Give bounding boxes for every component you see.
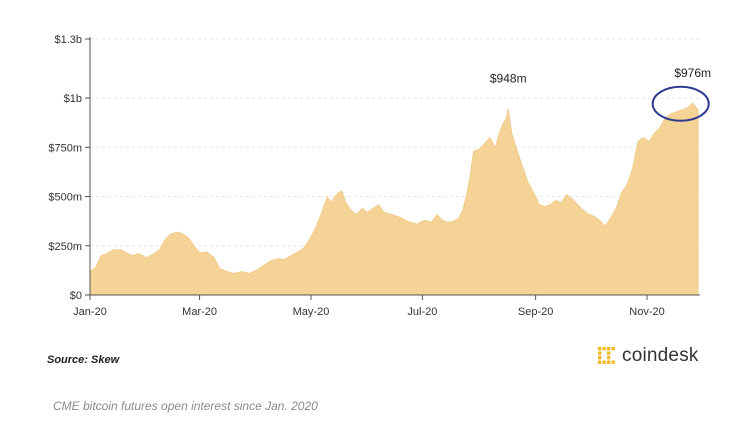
brand-icon-dot bbox=[607, 356, 611, 360]
brand-icon-dot bbox=[607, 347, 611, 351]
brand-icon-dot bbox=[611, 347, 615, 351]
source-note: Source: Skew bbox=[47, 354, 120, 366]
brand-icon-dot bbox=[602, 360, 606, 364]
y-tick-label: $750m bbox=[48, 142, 82, 154]
coindesk-logo: coindesk bbox=[598, 345, 699, 367]
annotations: $948m $976m bbox=[490, 66, 711, 122]
brand-icon-dot bbox=[607, 360, 611, 364]
y-tick-label: $1.3b bbox=[54, 34, 82, 46]
annotation-label: $976m bbox=[674, 66, 711, 80]
y-tick-label: $0 bbox=[70, 290, 82, 302]
x-tick-label: Jul-20 bbox=[407, 306, 437, 318]
y-tick-labels: $0 $250m $500m $750m $1b $1.3b bbox=[48, 34, 90, 302]
x-tick-label: May-20 bbox=[293, 306, 330, 318]
x-tick-labels: Jan-20 Mar-20 May-20 Jul-20 Sep-20 Nov-20 bbox=[73, 295, 665, 318]
gridlines bbox=[90, 38, 700, 247]
brand-icon-dot bbox=[598, 347, 602, 351]
chart-caption: CME bitcoin futures open interest since … bbox=[53, 399, 318, 413]
x-tick-label: Sep-20 bbox=[518, 306, 553, 318]
y-tick-label: $250m bbox=[48, 241, 82, 253]
series-area bbox=[89, 102, 699, 296]
brand-icon-dot bbox=[598, 351, 602, 355]
brand-name: coindesk bbox=[622, 345, 699, 366]
brand-icon-dot bbox=[611, 360, 615, 364]
x-tick-label: Nov-20 bbox=[629, 306, 664, 318]
coindesk-brand-icon bbox=[598, 347, 615, 364]
x-tick-label: Mar-20 bbox=[182, 306, 217, 318]
brand-icon-dot bbox=[598, 360, 602, 364]
y-tick-label: $500m bbox=[48, 192, 82, 204]
highlight-circle bbox=[651, 85, 710, 122]
annotation-label: $948m bbox=[490, 71, 527, 85]
y-tick-label: $1b bbox=[64, 93, 82, 105]
brand-icon-dot bbox=[598, 356, 602, 360]
brand-icon-dot bbox=[607, 351, 611, 355]
brand-icon-dot bbox=[602, 347, 606, 351]
x-tick-label: Jan-20 bbox=[73, 306, 107, 318]
